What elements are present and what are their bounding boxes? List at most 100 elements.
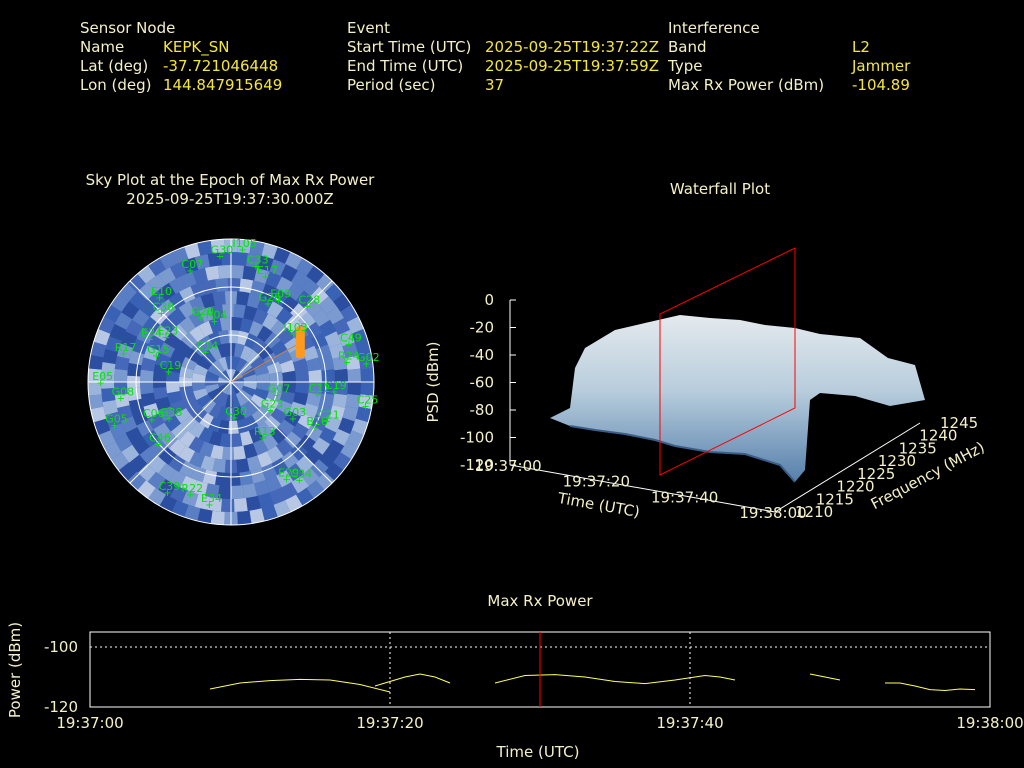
skyplot-tile bbox=[191, 372, 206, 382]
satellite-marker: + bbox=[148, 415, 156, 426]
skyplot-tile bbox=[257, 296, 273, 313]
skyplot-tile bbox=[280, 482, 298, 500]
skyplot-tile bbox=[304, 446, 323, 465]
skyplot-tile bbox=[167, 391, 183, 405]
skyplot-tile bbox=[153, 422, 171, 440]
satellite-marker: + bbox=[323, 417, 331, 428]
skyplot-tile bbox=[346, 430, 364, 448]
skyplot-tile bbox=[312, 437, 331, 455]
satellite-marker: + bbox=[252, 261, 260, 272]
power-y-tick-label: -100 bbox=[44, 638, 78, 656]
skyplot-tile bbox=[197, 508, 213, 524]
skyplot-tile bbox=[219, 433, 231, 447]
skyplot-tile bbox=[291, 475, 309, 494]
satellite-marker: + bbox=[261, 272, 269, 283]
skyplot-tile bbox=[318, 296, 337, 315]
skyplot-tile bbox=[222, 446, 234, 460]
skyplot-tile bbox=[239, 470, 254, 486]
satellite-marker: + bbox=[230, 413, 238, 424]
skyplot-tile bbox=[105, 336, 122, 353]
satellite-c38: +C38 bbox=[152, 300, 174, 319]
skyplot-tile bbox=[181, 356, 197, 371]
waterfall-time-tick-label: 19:37:20 bbox=[563, 473, 630, 491]
skyplot-tile bbox=[217, 485, 231, 500]
skyplot-tile bbox=[196, 394, 212, 408]
satellite-label: C12 bbox=[309, 382, 331, 395]
skyplot-tile bbox=[171, 246, 189, 264]
sensor-lat-value: -37.721046448 bbox=[163, 57, 279, 75]
skyplot-tile bbox=[237, 239, 252, 254]
skyplot-tile bbox=[113, 368, 128, 382]
interference-power-label: Max Rx Power (dBm) bbox=[668, 76, 825, 94]
skyplot-tile bbox=[245, 399, 261, 415]
skyplot-tile bbox=[244, 333, 259, 349]
skyplot-tile bbox=[171, 500, 189, 518]
skyplot-tile bbox=[184, 504, 201, 521]
skyplot-tile bbox=[131, 309, 150, 327]
skyplot-tile bbox=[358, 354, 374, 370]
waterfall-surface bbox=[550, 315, 925, 482]
skyplot-tile bbox=[246, 455, 262, 472]
skyplot-tile bbox=[164, 415, 181, 432]
waterfall-freq-tick-label: 1240 bbox=[919, 427, 957, 445]
skyplot-tile bbox=[148, 455, 167, 474]
skyplot-tile bbox=[244, 415, 259, 431]
skyplot-tile bbox=[168, 470, 186, 488]
skyplot-tile bbox=[263, 397, 279, 412]
satellite-marker: + bbox=[303, 302, 311, 313]
satellite-c21: +C21 bbox=[318, 409, 340, 428]
skyplot-tile bbox=[266, 361, 282, 375]
event-end-value: 2025-09-25T19:37:59Z bbox=[485, 57, 659, 75]
skyplot-tile bbox=[93, 328, 111, 346]
skyplot-tile bbox=[192, 267, 208, 284]
waterfall-time-tick-label: 19:37:40 bbox=[651, 488, 718, 506]
satellite-label: C19 bbox=[325, 379, 347, 392]
skyplot-tile bbox=[105, 411, 122, 428]
skyplot-tile bbox=[257, 421, 273, 439]
skyplot-tile bbox=[281, 295, 299, 313]
skyplot-tile bbox=[168, 307, 186, 325]
skyplot-tile bbox=[158, 447, 177, 465]
skyplot-tile bbox=[276, 349, 293, 365]
skyplot-tile bbox=[166, 382, 180, 394]
satellite-c07: +C07 bbox=[181, 258, 203, 277]
skyplot-tile bbox=[158, 299, 177, 317]
skyplot-tile bbox=[147, 334, 165, 351]
skyplot-tile bbox=[351, 418, 369, 436]
skyplot-tile bbox=[169, 485, 187, 503]
skyplot-tile bbox=[168, 291, 186, 310]
skyplot-tile bbox=[280, 264, 298, 282]
satellite-marker: + bbox=[330, 387, 338, 398]
skyplot-tile bbox=[291, 422, 309, 440]
satellite-label: C46 bbox=[149, 431, 171, 444]
skyplot-tile bbox=[182, 490, 199, 507]
satellite-marker: + bbox=[266, 405, 274, 416]
skyplot-tile bbox=[205, 483, 220, 499]
skyplot-tile bbox=[236, 330, 250, 346]
skyplot-tile bbox=[231, 382, 236, 395]
skyplot-tile bbox=[192, 480, 208, 497]
satellite-marker: + bbox=[119, 349, 127, 360]
satellite-e09: +E09 bbox=[270, 287, 291, 306]
satellite-g38: +G38 bbox=[160, 406, 183, 425]
skyplot-tile bbox=[316, 471, 335, 491]
skyplot-tile bbox=[355, 406, 372, 423]
skyplot-tile bbox=[305, 321, 323, 339]
skyplot-tile bbox=[257, 492, 274, 509]
skyplot-tile bbox=[210, 239, 225, 254]
skyplot-tile bbox=[257, 255, 274, 272]
satellite-label: R22 bbox=[181, 482, 203, 495]
skyplot-tile bbox=[207, 252, 222, 267]
skyplot-tile bbox=[158, 463, 176, 482]
skyplot-tile bbox=[279, 391, 295, 405]
satellite-marker: + bbox=[289, 329, 297, 340]
skyplot-tile bbox=[304, 299, 323, 318]
skyplot-tile bbox=[88, 382, 102, 396]
interference-band-value: L2 bbox=[852, 38, 870, 56]
skyplot-tile bbox=[281, 451, 299, 469]
skyplot-tile bbox=[256, 372, 271, 382]
skyplot-tile bbox=[120, 416, 138, 433]
skyplot-tile bbox=[218, 330, 229, 345]
satellite-marker: + bbox=[282, 474, 290, 485]
skyplot-tile bbox=[184, 243, 201, 260]
